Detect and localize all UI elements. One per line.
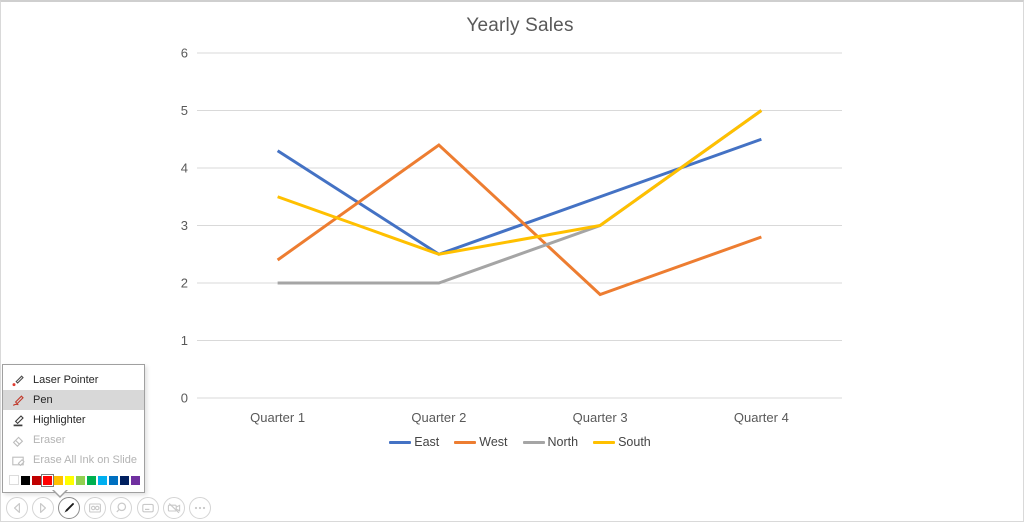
legend-item-west: West bbox=[454, 435, 508, 449]
ink-color-swatch[interactable] bbox=[41, 473, 54, 487]
captions-icon bbox=[142, 503, 154, 513]
x-axis-category-label: Quarter 3 bbox=[573, 410, 628, 425]
ink-color-swatch[interactable] bbox=[65, 475, 74, 485]
chart-legend: East West North South bbox=[197, 435, 843, 449]
ink-color-swatch[interactable] bbox=[109, 475, 118, 485]
highlighter-icon bbox=[13, 415, 24, 427]
next-slide-button[interactable] bbox=[32, 497, 54, 519]
legend-swatch bbox=[522, 440, 545, 444]
ink-color-swatch[interactable] bbox=[32, 475, 41, 485]
pen-tools-button[interactable] bbox=[58, 497, 80, 519]
series-line-south bbox=[277, 109, 763, 256]
see-all-slides-button[interactable] bbox=[84, 497, 106, 519]
pen-context-menu: Laser Pointer Pen Highlighter Eraser bbox=[2, 364, 145, 493]
legend-label: West bbox=[479, 435, 508, 449]
menu-item-label: Erase All Ink on Slide bbox=[33, 454, 137, 466]
previous-slide-button[interactable] bbox=[6, 497, 28, 519]
ink-color-palette bbox=[3, 470, 144, 490]
pen-icon bbox=[12, 395, 24, 406]
legend-label: North bbox=[547, 435, 579, 449]
eraser-icon bbox=[12, 436, 24, 447]
menu-item-label: Pen bbox=[33, 394, 53, 406]
x-axis-category-label: Quarter 4 bbox=[734, 410, 789, 425]
y-axis-tick-label: 3 bbox=[181, 218, 188, 233]
menu-item-erase-all-ink: Erase All Ink on Slide bbox=[3, 450, 144, 470]
legend-item-east: East bbox=[389, 435, 439, 449]
y-axis-tick-label: 5 bbox=[181, 103, 188, 118]
chevron-left-icon bbox=[14, 503, 20, 513]
menu-item-eraser: Eraser bbox=[3, 430, 144, 450]
chart-title: Yearly Sales bbox=[466, 15, 574, 36]
legend-label: South bbox=[618, 435, 651, 449]
captions-button[interactable] bbox=[137, 497, 159, 519]
chevron-right-icon bbox=[40, 503, 46, 513]
ink-color-swatch[interactable] bbox=[131, 475, 140, 485]
ink-color-swatch[interactable] bbox=[76, 475, 85, 485]
chart-plot-svg: 0 1 2 3 4 5 6 Quarter 1 Quarter 2 Quarter 3 Quarte… bbox=[181, 46, 842, 425]
camera-off-icon bbox=[167, 503, 181, 514]
magnifier-icon bbox=[116, 502, 127, 513]
erase-all-ink-icon bbox=[12, 456, 25, 467]
pen-icon bbox=[64, 503, 74, 513]
menu-item-label: Laser Pointer bbox=[33, 374, 99, 386]
ink-color-swatch[interactable] bbox=[9, 475, 19, 485]
zoom-button[interactable] bbox=[110, 497, 132, 519]
series-line-west bbox=[276, 143, 762, 297]
series-line-east bbox=[276, 137, 762, 256]
menu-item-pen[interactable]: Pen bbox=[3, 390, 144, 410]
more-options-button[interactable] bbox=[189, 497, 211, 519]
laser-pointer-icon bbox=[12, 375, 24, 387]
menu-callout-arrow bbox=[52, 489, 68, 498]
legend-item-north: North bbox=[522, 435, 579, 449]
legend-swatch bbox=[389, 440, 412, 444]
menu-item-label: Eraser bbox=[33, 434, 66, 446]
y-axis-tick-label: 1 bbox=[181, 333, 188, 348]
menu-item-label: Highlighter bbox=[33, 414, 86, 426]
legend-label: East bbox=[414, 435, 440, 449]
menu-item-highlighter[interactable]: Highlighter bbox=[3, 410, 144, 430]
ink-color-swatch[interactable] bbox=[98, 475, 107, 485]
legend-swatch bbox=[454, 440, 477, 444]
y-axis-tick-label: 0 bbox=[181, 391, 188, 406]
slides-icon bbox=[89, 503, 101, 513]
x-axis-category-label: Quarter 2 bbox=[411, 410, 466, 425]
ellipsis-icon bbox=[194, 506, 206, 510]
y-axis-tick-label: 2 bbox=[181, 276, 188, 291]
legend-item-south: South bbox=[593, 435, 651, 449]
camera-button[interactable] bbox=[163, 497, 185, 519]
ink-color-swatch[interactable] bbox=[120, 475, 129, 485]
legend-swatch bbox=[593, 440, 616, 444]
ink-color-swatch[interactable] bbox=[87, 475, 96, 485]
y-axis-tick-label: 4 bbox=[181, 161, 188, 176]
x-axis-category-label: Quarter 1 bbox=[250, 410, 305, 425]
ink-color-swatch[interactable] bbox=[54, 475, 63, 485]
menu-item-laser-pointer[interactable]: Laser Pointer bbox=[3, 370, 144, 390]
ink-color-swatch[interactable] bbox=[21, 475, 30, 485]
y-axis-tick-label: 6 bbox=[181, 46, 188, 61]
